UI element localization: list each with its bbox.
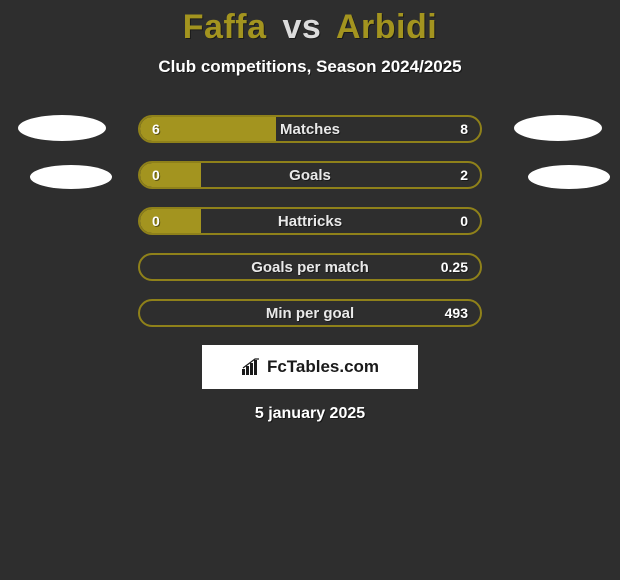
brand-badge[interactable]: FcTables.com: [202, 345, 418, 389]
content-area: 6 Matches 8 0 Goals 2 0 Hattricks 0 Goal…: [0, 115, 620, 423]
stat-value-right: 8: [460, 117, 468, 141]
page-title: Faffa vs Arbidi: [0, 0, 620, 47]
player2-name: Arbidi: [336, 8, 437, 46]
stat-row-goals: 0 Goals 2: [138, 161, 482, 189]
stat-value-right: 0: [460, 209, 468, 233]
stat-row-matches: 6 Matches 8: [138, 115, 482, 143]
player1-name: Faffa: [183, 8, 267, 46]
stat-label: Goals per match: [140, 255, 480, 279]
stat-row-hattricks: 0 Hattricks 0: [138, 207, 482, 235]
stats-bars: 6 Matches 8 0 Goals 2 0 Hattricks 0 Goal…: [138, 115, 482, 327]
vs-separator: vs: [282, 8, 321, 46]
team2-logo-placeholder-icon: [528, 165, 610, 189]
team1-logo-placeholder-icon: [18, 115, 106, 141]
stat-label: Min per goal: [140, 301, 480, 325]
stat-value-right: 0.25: [441, 255, 468, 279]
team1-logo-placeholder-icon: [30, 165, 112, 189]
stat-value-right: 493: [445, 301, 468, 325]
stat-label: Goals: [140, 163, 480, 187]
stat-row-min-per-goal: Min per goal 493: [138, 299, 482, 327]
competition-subtitle: Club competitions, Season 2024/2025: [0, 57, 620, 77]
stat-label: Hattricks: [140, 209, 480, 233]
brand-text: FcTables.com: [267, 357, 379, 377]
snapshot-date: 5 january 2025: [0, 405, 620, 423]
stat-value-right: 2: [460, 163, 468, 187]
page-root: Faffa vs Arbidi Club competitions, Seaso…: [0, 0, 620, 580]
stat-row-goals-per-match: Goals per match 0.25: [138, 253, 482, 281]
team2-logo-placeholder-icon: [514, 115, 602, 141]
stat-label: Matches: [140, 117, 480, 141]
bar-chart-icon: [241, 358, 263, 376]
